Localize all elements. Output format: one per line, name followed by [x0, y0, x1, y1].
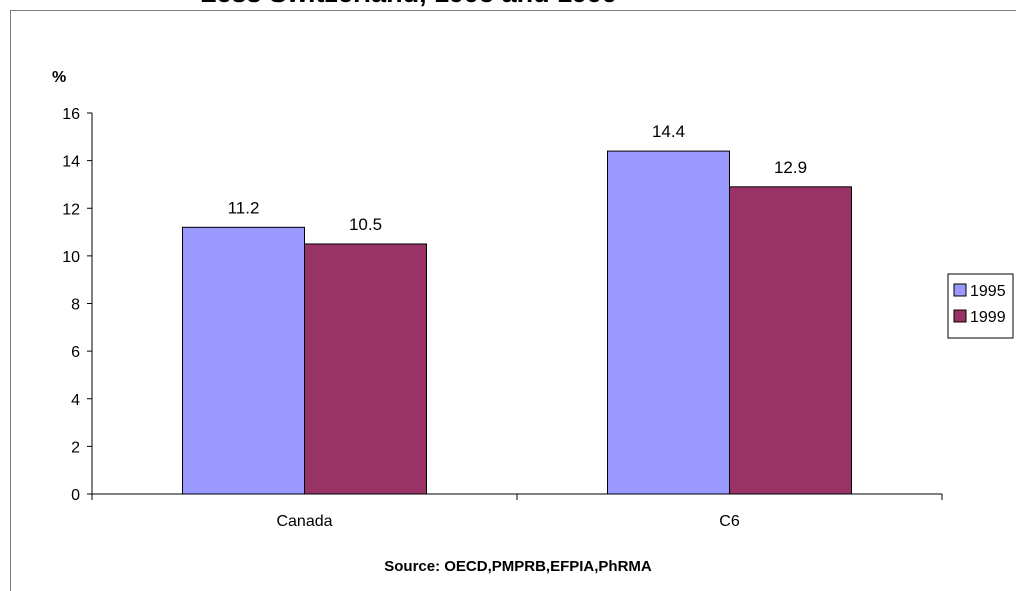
legend-label: 1995	[970, 283, 1006, 300]
legend: 1995 1999	[947, 273, 1014, 339]
x-category-label: C6	[719, 513, 740, 530]
source-note: Source: OECD,PMPRB,EFPIA,PhRMA	[384, 558, 652, 575]
bar-c6-1995	[607, 150, 730, 495]
legend-swatch	[953, 309, 967, 323]
y-axis-label: %	[52, 69, 66, 86]
legend-label: 1999	[970, 309, 1006, 326]
y-tick-label: 4	[71, 392, 80, 409]
y-tick-label: 14	[62, 154, 80, 171]
data-label: 14.4	[652, 122, 685, 141]
chart-title: Less Switzerland, 1995 and 1999	[200, 0, 617, 8]
bar-c6-1999	[729, 186, 852, 495]
y-tick-label: 6	[71, 344, 80, 361]
y-tick-label: 0	[71, 487, 80, 504]
y-tick-label: 10	[62, 249, 80, 266]
x-category-label: Canada	[276, 513, 332, 530]
data-label: 10.5	[349, 215, 382, 234]
data-label: 12.9	[774, 158, 807, 177]
chart-frame	[10, 10, 1016, 591]
y-tick-label: 16	[62, 106, 80, 123]
bar-canada-1995	[182, 226, 305, 495]
bars	[182, 150, 852, 495]
y-axis-ticks: 0 2 4 6 8 10 12 14 16	[62, 106, 92, 504]
x-axis-categories: Canada C6	[91, 494, 943, 530]
data-label: 11.2	[228, 198, 260, 217]
legend-swatch	[953, 283, 967, 297]
y-tick-label: 2	[71, 439, 80, 456]
data-labels: 11.2 10.5 14.4 12.9	[228, 122, 807, 234]
y-tick-label: 8	[71, 297, 80, 314]
bar-canada-1999	[304, 243, 427, 495]
y-tick-label: 12	[62, 201, 80, 218]
